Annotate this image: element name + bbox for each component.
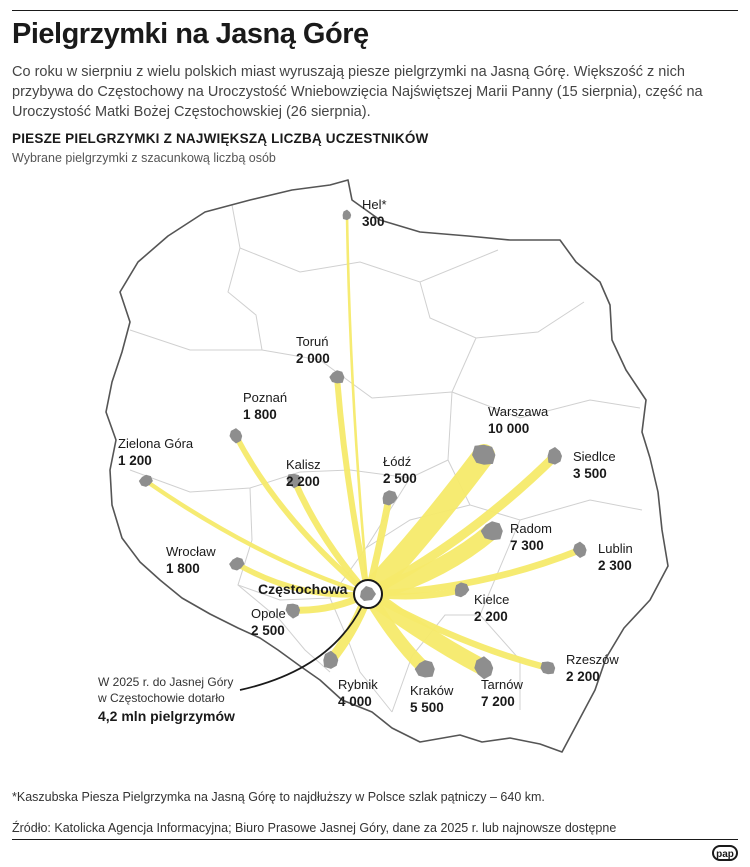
- city-count-kielce: 2 200: [474, 609, 508, 624]
- destination-marker: [353, 579, 383, 609]
- city-count-hel: 300: [362, 214, 385, 229]
- city-marker-kielce: [454, 582, 470, 598]
- map-description: Wybrane pielgrzymki z szacunkową liczbą …: [12, 151, 276, 165]
- city-name-hel: Hel*: [362, 197, 387, 212]
- city-name-kraków: Kraków: [410, 683, 454, 698]
- city-marker-łódź: [382, 490, 398, 506]
- flow-hel: [345, 213, 370, 596]
- city-name-zielona-góra: Zielona Góra: [118, 436, 194, 451]
- city-name-radom: Radom: [510, 521, 552, 536]
- flow-radom: [359, 522, 501, 603]
- footnote: *Kaszubska Piesza Pielgrzymka na Jasną G…: [12, 790, 545, 804]
- city-marker-kraków: [414, 660, 435, 678]
- city-marker-toruń: [329, 370, 345, 384]
- city-count-warszawa: 10 000: [488, 421, 529, 436]
- flow-poznań: [233, 433, 371, 597]
- flow-tarnów: [359, 585, 493, 677]
- destination-label: Częstochowa: [258, 581, 348, 597]
- city-marker-opole: [285, 603, 301, 619]
- city-count-kraków: 5 500: [410, 700, 444, 715]
- flow-toruń: [334, 374, 371, 597]
- page-title: Pielgrzymki na Jasną Górę: [12, 18, 369, 50]
- city-marker-poznań: [229, 428, 243, 444]
- flow-wrocław: [234, 561, 371, 598]
- annotation-value: 4,2 mln pielgrzymów: [98, 708, 235, 724]
- city-count-wrocław: 1 800: [166, 561, 200, 576]
- city-marker-lublin: [573, 541, 587, 558]
- city-marker-kalisz: [286, 473, 301, 489]
- city-count-opole: 2 500: [251, 623, 285, 638]
- city-marker-rybnik: [323, 650, 339, 669]
- city-marker-warszawa: [472, 444, 496, 465]
- city-count-poznań: 1 800: [243, 407, 277, 422]
- city-count-tarnów: 7 200: [481, 694, 515, 709]
- city-name-tarnów: Tarnów: [481, 677, 524, 692]
- intro-text: Co roku w sierpniu z wielu polskich mias…: [12, 64, 703, 120]
- city-name-lublin: Lublin: [598, 541, 633, 556]
- city-marker-tarnów: [474, 656, 494, 680]
- city-name-toruń: Toruń: [296, 334, 329, 349]
- city-name-opole: Opole: [251, 606, 286, 621]
- annotation-line2: w Częstochowie dotarło: [97, 691, 225, 705]
- annotation-line1: W 2025 r. do Jasnej Góry: [98, 675, 233, 689]
- city-markers: [138, 209, 587, 680]
- flow-warszawa: [357, 444, 495, 605]
- city-name-kalisz: Kalisz: [286, 457, 321, 472]
- flow-lublin: [364, 546, 584, 598]
- city-count-lublin: 2 300: [598, 558, 632, 573]
- bottom-rule: [12, 839, 738, 840]
- city-marker-rzeszów: [540, 661, 556, 675]
- city-name-łódź: Łódź: [383, 454, 411, 469]
- top-rule: [12, 10, 738, 11]
- city-marker-zielona-góra: [138, 474, 153, 487]
- city-count-rybnik: 4 000: [338, 694, 372, 709]
- city-name-rybnik: Rybnik: [338, 677, 378, 692]
- source-note: Źródło: Katolicka Agencja Informacyjna; …: [12, 821, 617, 835]
- city-count-siedlce: 3 500: [573, 466, 607, 481]
- city-name-wrocław: Wrocław: [166, 544, 216, 559]
- city-name-poznań: Poznań: [243, 390, 287, 405]
- city-name-siedlce: Siedlce: [573, 449, 616, 464]
- city-name-rzeszów: Rzeszów: [566, 652, 619, 667]
- city-marker-hel: [342, 209, 352, 221]
- city-count-zielona-góra: 1 200: [118, 453, 152, 468]
- flow-zielona-góra: [143, 478, 371, 597]
- flow-kalisz: [290, 476, 372, 598]
- city-marker-wrocław: [229, 557, 245, 571]
- city-marker-radom: [480, 521, 503, 541]
- city-count-kalisz: 2 200: [286, 474, 320, 489]
- city-count-rzeszów: 2 200: [566, 669, 600, 684]
- city-name-warszawa: Warszawa: [488, 404, 549, 419]
- annotation-leader: [239, 605, 363, 691]
- pap-logo: pap: [712, 845, 738, 861]
- country-outline: [105, 179, 669, 753]
- city-marker-siedlce: [547, 447, 562, 465]
- city-count-łódź: 2 500: [383, 471, 417, 486]
- map-subtitle: PIESZE PIELGRZYMKI Z NAJWIĘKSZĄ LICZBĄ U…: [12, 131, 429, 146]
- city-count-radom: 7 300: [510, 538, 544, 553]
- city-labels: Hel* 300 Toruń 2 000 Poznań 1 800 Zielona Góra…: [118, 197, 633, 715]
- city-count-toruń: 2 000: [296, 351, 330, 366]
- city-name-kielce: Kielce: [474, 592, 509, 607]
